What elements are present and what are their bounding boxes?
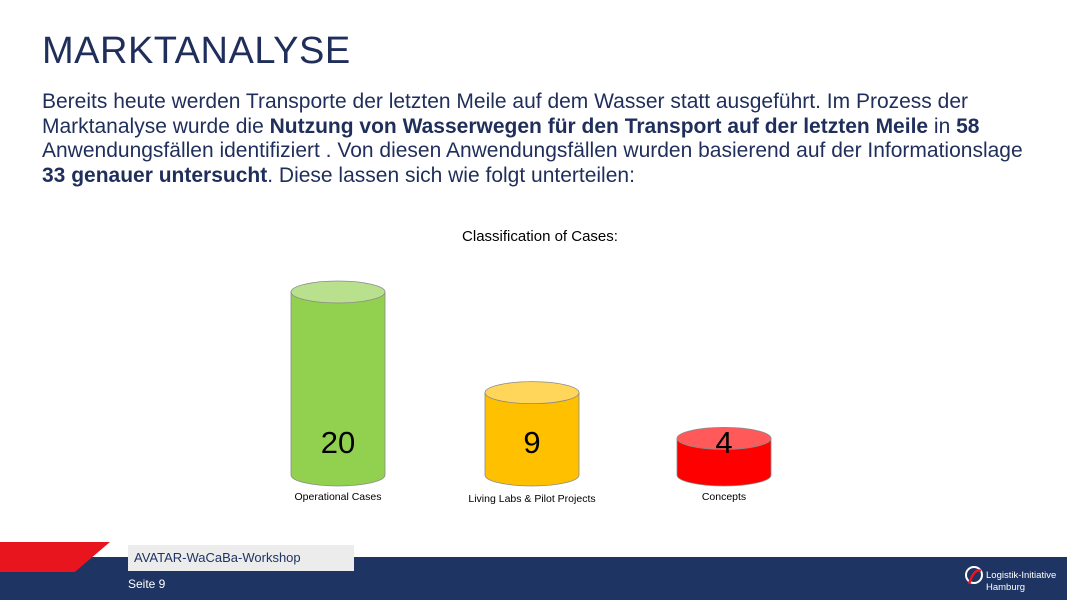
cylinder-body — [676, 438, 772, 487]
category-label: Living Labs & Pilot Projects — [468, 493, 595, 505]
cylinder-top — [676, 426, 772, 450]
logo-text-line1: Logistik-Initiative — [986, 570, 1057, 581]
data-label: 4 — [715, 425, 732, 460]
category-label: Operational Cases — [295, 491, 382, 503]
paragraph-segment: Anwendungsfällen identifiziert . Von die… — [42, 139, 1023, 162]
hamburg-logo-icon — [965, 566, 983, 585]
cylinder-bar: 4 Concepts — [676, 425, 772, 503]
paragraph-segment: Bereits heute werden Transporte der letz… — [42, 90, 968, 138]
cylinder-bar-chart: Classification of Cases: 20 Operational C… — [290, 228, 772, 505]
paragraph-bold-segment: 33 genauer untersucht — [42, 163, 268, 187]
paragraph-bold-segment: 58 — [956, 114, 980, 138]
cylinder-bar: 20 Operational Cases — [290, 280, 386, 503]
logo-text-line2: Hamburg — [986, 582, 1026, 593]
cylinder-bar: 9 Living Labs & Pilot Projects — [468, 381, 596, 505]
paragraph-bold-segment: Nutzung von Wasserwegen für den Transpor… — [269, 114, 929, 138]
category-label: Concepts — [702, 491, 746, 503]
workshop-label: AVATAR-WaCaBa-Workshop — [128, 545, 354, 571]
paragraph-segment: . Diese lassen sich wie folgt unterteile… — [267, 163, 635, 187]
page-number: Seite 9 — [128, 577, 166, 591]
chart-title: Classification of Cases: — [462, 228, 618, 245]
cylinder-body — [290, 291, 386, 487]
data-label: 20 — [321, 425, 355, 460]
chart-bars: 20 Operational Cases 9 Living Labs & Pilot … — [290, 280, 772, 505]
cylinder-top — [484, 381, 580, 405]
cylinder-body — [484, 392, 580, 487]
slide-title: MARKTANALYSE — [42, 30, 351, 72]
data-label: 9 — [523, 425, 540, 460]
intro-paragraph: Bereits heute werden Transporte der letz… — [42, 90, 1032, 188]
logistik-initiative-logo: Logistik-Initiative Hamburg — [964, 562, 1064, 596]
cylinder-top — [290, 280, 386, 304]
paragraph-segment: in — [928, 114, 957, 138]
